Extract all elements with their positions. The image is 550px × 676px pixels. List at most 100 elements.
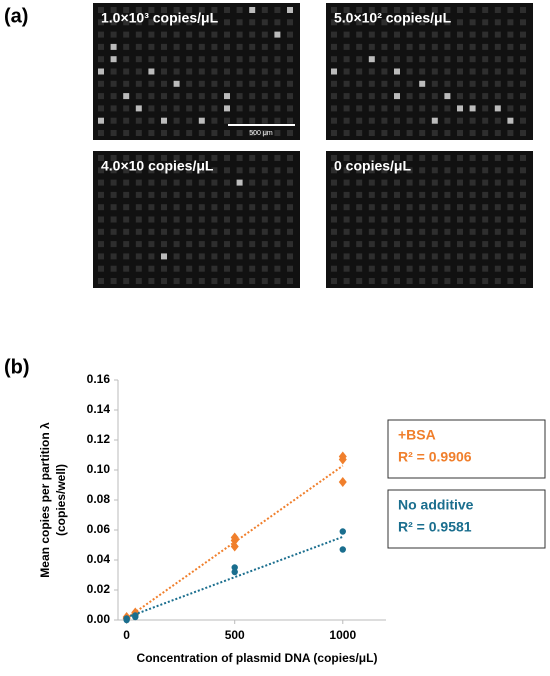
well [406,105,413,112]
well [211,155,218,161]
well [457,93,463,100]
well [249,167,256,174]
well [249,228,256,235]
well [419,265,426,272]
well [123,68,130,75]
well [274,43,281,50]
well [249,191,256,198]
well [135,19,142,26]
well [161,253,167,260]
well [148,241,155,248]
well [161,204,167,211]
well [135,191,142,198]
well [236,191,243,198]
well [494,56,501,63]
well [406,278,413,284]
well [148,7,155,13]
well [482,253,489,260]
well [274,155,281,161]
well [274,93,281,100]
well [135,253,142,260]
well [198,216,205,223]
well [507,253,514,260]
well [368,265,375,272]
well [198,204,205,211]
well [494,105,501,112]
well [482,56,489,63]
well [419,56,426,63]
well [198,68,205,75]
legend-name: +BSA [398,427,436,443]
well [520,179,526,186]
well [173,191,180,198]
well [444,43,451,50]
well [135,117,142,124]
well [394,191,400,198]
well [494,179,501,186]
well [419,228,426,235]
well [98,80,104,87]
well [274,204,281,211]
well [287,278,293,284]
well [406,56,413,63]
well [368,105,375,112]
well [520,216,526,223]
well [331,56,337,63]
well [211,68,218,75]
well [406,265,413,272]
well [274,253,281,260]
scale-bar-label: 500 μm [249,130,273,137]
well [406,117,413,124]
well [173,155,180,161]
well [261,253,268,260]
well [394,93,400,100]
well [287,167,293,174]
well [123,241,130,248]
well [186,155,193,161]
well [520,117,526,124]
well [482,228,489,235]
well [236,155,243,161]
well [394,68,400,75]
well [520,241,526,248]
well [520,93,526,100]
well [186,93,193,100]
well [274,130,281,136]
well [507,204,514,211]
well [431,155,438,161]
well [249,179,256,186]
well [394,31,400,38]
well [356,278,363,284]
x-axis-label: Concentration of plasmid DNA (copies/μL) [137,651,378,665]
well [469,31,476,38]
well [457,241,463,248]
well [198,265,205,272]
well [110,56,117,63]
well [381,68,388,75]
well [211,31,218,38]
well [457,7,463,13]
well [173,265,180,272]
well [249,216,256,223]
well [331,80,337,87]
well [507,278,514,284]
well [148,216,155,223]
well [249,130,256,136]
image-title: 0 copies/μL [334,158,411,174]
well [482,155,489,161]
well [394,253,400,260]
well [123,155,130,161]
well [186,204,193,211]
well [186,130,193,136]
well [173,179,180,186]
well [261,117,268,124]
well [161,105,167,112]
well [98,253,104,260]
well [186,191,193,198]
well [287,204,293,211]
well [186,80,193,87]
well [161,68,167,75]
well [494,93,501,100]
well [494,117,501,124]
well [343,179,350,186]
